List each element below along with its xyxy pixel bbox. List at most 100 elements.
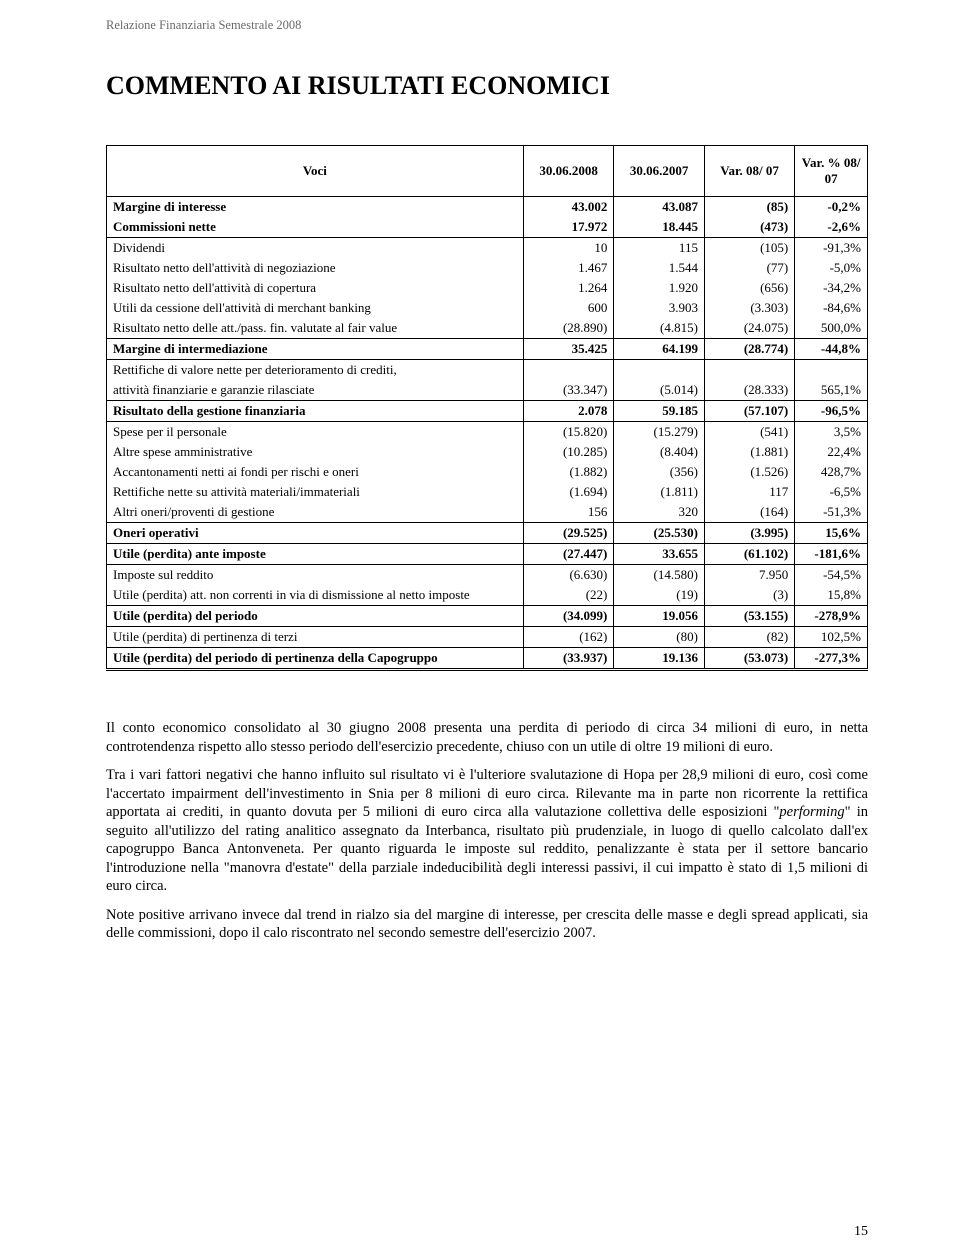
cell-var: (1.526)	[704, 462, 794, 482]
cell-varpct	[795, 360, 868, 381]
cell-var: 117	[704, 482, 794, 502]
table-header-row: Voci 30.06.2008 30.06.2007 Var. 08/ 07 V…	[107, 146, 868, 197]
cell-varpct: -278,9%	[795, 606, 868, 627]
cell-2007: 1.920	[614, 278, 705, 298]
cell-2007: 19.136	[614, 648, 705, 670]
table-row: Rettifiche nette su attività materiali/i…	[107, 482, 868, 502]
table-row: Margine di intermediazione35.42564.199(2…	[107, 339, 868, 360]
cell-2008: 43.002	[523, 197, 614, 218]
cell-label: Utile (perdita) di pertinenza di terzi	[107, 627, 524, 648]
cell-2008: 17.972	[523, 217, 614, 238]
cell-2008: 2.078	[523, 401, 614, 422]
table-row: Rettifiche di valore nette per deteriora…	[107, 360, 868, 381]
cell-2007: (4.815)	[614, 318, 705, 339]
cell-label: Risultato netto delle att./pass. fin. va…	[107, 318, 524, 339]
cell-2008: (162)	[523, 627, 614, 648]
table-row: attività finanziarie e garanzie rilascia…	[107, 380, 868, 401]
cell-label: Utile (perdita) del periodo di pertinenz…	[107, 648, 524, 670]
income-statement-table: Voci 30.06.2008 30.06.2007 Var. 08/ 07 V…	[106, 145, 868, 671]
table-row: Commissioni nette17.97218.445(473)-2,6%	[107, 217, 868, 238]
col-var: Var. 08/ 07	[704, 146, 794, 197]
cell-2007: (14.580)	[614, 565, 705, 586]
commentary-text: Il conto economico consolidato al 30 giu…	[106, 719, 868, 943]
paragraph: Il conto economico consolidato al 30 giu…	[106, 719, 868, 756]
cell-2008: (1.694)	[523, 482, 614, 502]
table-row: Utile (perdita) att. non correnti in via…	[107, 585, 868, 606]
cell-varpct: 428,7%	[795, 462, 868, 482]
col-2007: 30.06.2007	[614, 146, 705, 197]
cell-var: (28.333)	[704, 380, 794, 401]
cell-2007: (8.404)	[614, 442, 705, 462]
cell-2007: 1.544	[614, 258, 705, 278]
cell-2007: 64.199	[614, 339, 705, 360]
table-row: Altre spese amministrative(10.285)(8.404…	[107, 442, 868, 462]
cell-var	[704, 360, 794, 381]
cell-2008: 35.425	[523, 339, 614, 360]
cell-label: Margine di intermediazione	[107, 339, 524, 360]
col-voci: Voci	[107, 146, 524, 197]
cell-label: Rettifiche nette su attività materiali/i…	[107, 482, 524, 502]
cell-varpct: -277,3%	[795, 648, 868, 670]
cell-var: (85)	[704, 197, 794, 218]
cell-2007: 18.445	[614, 217, 705, 238]
cell-2007: (15.279)	[614, 422, 705, 443]
cell-2008: (34.099)	[523, 606, 614, 627]
cell-var: 7.950	[704, 565, 794, 586]
cell-var: (28.774)	[704, 339, 794, 360]
table-row: Utile (perdita) del periodo(34.099)19.05…	[107, 606, 868, 627]
table-row: Spese per il personale(15.820)(15.279)(5…	[107, 422, 868, 443]
cell-2007	[614, 360, 705, 381]
cell-var: (3)	[704, 585, 794, 606]
table-row: Dividendi10115(105)-91,3%	[107, 238, 868, 259]
col-2008: 30.06.2008	[523, 146, 614, 197]
cell-var: (24.075)	[704, 318, 794, 339]
cell-label: Imposte sul reddito	[107, 565, 524, 586]
cell-var: (473)	[704, 217, 794, 238]
table-row: Utile (perdita) del periodo di pertinenz…	[107, 648, 868, 670]
cell-label: Altre spese amministrative	[107, 442, 524, 462]
cell-label: Rettifiche di valore nette per deteriora…	[107, 360, 524, 381]
cell-var: (57.107)	[704, 401, 794, 422]
cell-label: Commissioni nette	[107, 217, 524, 238]
cell-varpct: 102,5%	[795, 627, 868, 648]
cell-2008: (33.937)	[523, 648, 614, 670]
cell-2008: 600	[523, 298, 614, 318]
cell-2007: (80)	[614, 627, 705, 648]
cell-2007: (1.811)	[614, 482, 705, 502]
cell-varpct: 22,4%	[795, 442, 868, 462]
cell-2008: (22)	[523, 585, 614, 606]
cell-label: Dividendi	[107, 238, 524, 259]
cell-varpct: -84,6%	[795, 298, 868, 318]
cell-label: Utile (perdita) att. non correnti in via…	[107, 585, 524, 606]
cell-label: Margine di interesse	[107, 197, 524, 218]
cell-var: (77)	[704, 258, 794, 278]
page-title: COMMENTO AI RISULTATI ECONOMICI	[106, 71, 868, 101]
paragraph: Note positive arrivano invece dal trend …	[106, 906, 868, 943]
col-varpct: Var. % 08/ 07	[795, 146, 868, 197]
cell-varpct: -181,6%	[795, 544, 868, 565]
cell-2008: (6.630)	[523, 565, 614, 586]
cell-varpct: -91,3%	[795, 238, 868, 259]
cell-2008: 156	[523, 502, 614, 523]
cell-2007: (19)	[614, 585, 705, 606]
table-row: Utile (perdita) di pertinenza di terzi(1…	[107, 627, 868, 648]
cell-varpct: -51,3%	[795, 502, 868, 523]
cell-label: Risultato netto dell'attività di copertu…	[107, 278, 524, 298]
cell-2007: (25.530)	[614, 523, 705, 544]
cell-var: (3.303)	[704, 298, 794, 318]
cell-2007: 59.185	[614, 401, 705, 422]
cell-var: (541)	[704, 422, 794, 443]
cell-2008: (33.347)	[523, 380, 614, 401]
cell-var: (656)	[704, 278, 794, 298]
table-row: Oneri operativi(29.525)(25.530)(3.995)15…	[107, 523, 868, 544]
cell-2008: (29.525)	[523, 523, 614, 544]
page-container: Relazione Finanziaria Semestrale 2008 CO…	[0, 0, 960, 1258]
cell-varpct: -5,0%	[795, 258, 868, 278]
cell-var: (1.881)	[704, 442, 794, 462]
cell-var: (53.073)	[704, 648, 794, 670]
cell-2007: 33.655	[614, 544, 705, 565]
cell-label: Utile (perdita) del periodo	[107, 606, 524, 627]
cell-label: Risultato netto dell'attività di negozia…	[107, 258, 524, 278]
cell-2007: 115	[614, 238, 705, 259]
cell-varpct: -54,5%	[795, 565, 868, 586]
